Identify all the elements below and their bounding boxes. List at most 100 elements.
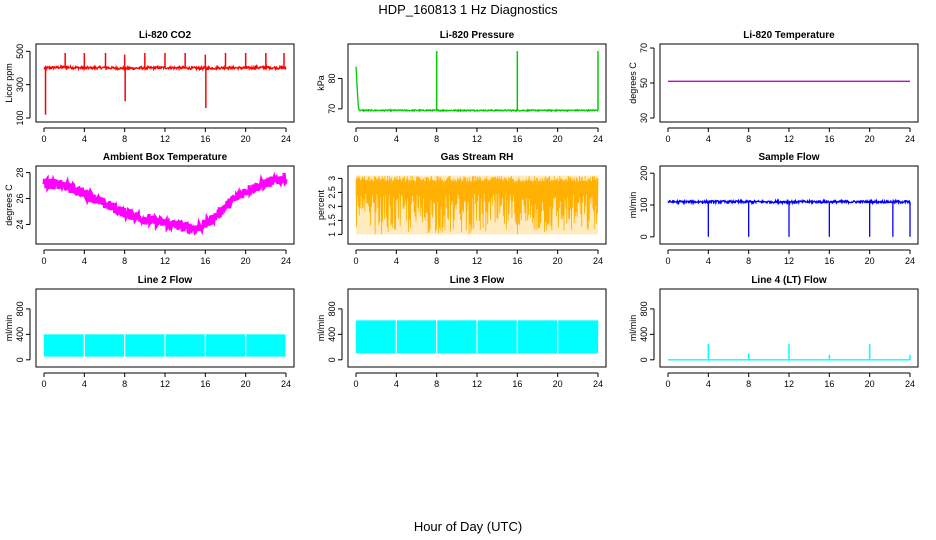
x-tick-label: 20: [241, 379, 251, 389]
x-tick-label: 0: [41, 379, 46, 389]
series-line: [355, 175, 599, 235]
panel-sample_flow: Sample Flow 0 4 8 12 16 20 24 0 100 200 ml/min: [628, 152, 919, 266]
y-tick-label: 80: [327, 73, 337, 83]
x-tick-label: 4: [706, 134, 711, 144]
y-tick-label: 0: [639, 234, 649, 239]
x-tick-label: 0: [353, 134, 358, 144]
y-axis-label: degrees C: [4, 184, 14, 226]
panel-temperature: Li-820 Temperature 0 4 8 12 16 20 24 30 50 70degre…: [628, 30, 919, 144]
x-tick-label: 20: [865, 256, 875, 266]
x-tick-label: 4: [706, 256, 711, 266]
x-tick-label: 12: [784, 134, 794, 144]
panel-title: Line 3 Flow: [450, 275, 505, 286]
x-tick-label: 16: [512, 134, 522, 144]
x-tick-label: 12: [472, 134, 482, 144]
panel-title: Line 4 (LT) Flow: [751, 275, 827, 286]
x-tick-label: 20: [865, 379, 875, 389]
x-tick-label: 12: [784, 256, 794, 266]
y-tick-label: 26: [15, 194, 25, 204]
y-tick-label: 70: [327, 104, 337, 114]
y-tick-label: 0: [327, 357, 337, 362]
x-tick-label: 12: [472, 256, 482, 266]
y-tick-label: 1: [327, 232, 337, 237]
y-tick-label: 24: [15, 219, 25, 229]
figure-title: HDP_160813 1 Hz Diagnostics: [378, 2, 558, 17]
x-tick-label: 4: [394, 256, 399, 266]
x-tick-label: 0: [665, 134, 670, 144]
panel-title: Li-820 Pressure: [440, 30, 515, 41]
x-tick-label: 24: [593, 134, 603, 144]
y-tick-label: 70: [639, 43, 649, 53]
x-tick-label: 16: [512, 379, 522, 389]
y-tick-label: 200: [639, 166, 649, 181]
y-tick-label: 2.5: [327, 186, 337, 199]
y-axis-label: ml/min: [628, 315, 638, 342]
x-tick-label: 16: [200, 379, 210, 389]
y-axis-label: ml/min: [4, 315, 14, 342]
y-tick-label: 500: [15, 44, 25, 59]
x-tick-label: 20: [553, 379, 563, 389]
y-tick-label: 28: [15, 168, 25, 178]
x-tick-label: 12: [160, 256, 170, 266]
x-tick-label: 0: [41, 134, 46, 144]
x-tick-label: 8: [434, 256, 439, 266]
series-line: [355, 66, 598, 113]
x-tick-label: 16: [824, 379, 834, 389]
y-tick-label: 400: [15, 327, 25, 342]
x-tick-label: 8: [434, 379, 439, 389]
x-tick-label: 24: [593, 256, 603, 266]
y-tick-label: 0: [15, 357, 25, 362]
x-tick-label: 4: [82, 134, 87, 144]
x-tick-label: 8: [122, 379, 127, 389]
x-tick-label: 8: [746, 134, 751, 144]
y-tick-label: 800: [15, 301, 25, 316]
x-tick-label: 16: [512, 256, 522, 266]
y-axis-label: ml/min: [628, 192, 638, 219]
panel-title: Sample Flow: [758, 152, 819, 163]
x-tick-label: 20: [865, 134, 875, 144]
x-tick-label: 24: [281, 134, 291, 144]
x-tick-label: 12: [160, 379, 170, 389]
panel-title: Ambient Box Temperature: [103, 152, 228, 163]
x-tick-label: 12: [160, 134, 170, 144]
y-tick-label: 100: [15, 110, 25, 125]
y-tick-label: 1.5: [327, 214, 337, 227]
plot-frame: [347, 288, 607, 368]
y-axis-label: percent: [316, 189, 326, 220]
plot-frame: [659, 288, 919, 368]
x-tick-label: 0: [353, 379, 358, 389]
x-tick-label: 4: [82, 379, 87, 389]
x-tick-label: 16: [824, 256, 834, 266]
x-tick-label: 12: [784, 379, 794, 389]
y-axis-label: kPa: [316, 75, 326, 91]
y-tick-label: 30: [639, 113, 649, 123]
y-tick-label: 400: [639, 327, 649, 342]
y-axis-label: Licor ppm: [4, 63, 14, 103]
y-axis-label: ml/min: [316, 315, 326, 342]
panel-rh: Gas Stream RH 0 4 8 12 16 20 24 1 1.5 2 2.5 3 percent: [316, 152, 607, 266]
x-tick-label: 8: [434, 134, 439, 144]
panel-title: Li-820 CO2: [139, 30, 192, 41]
x-tick-label: 8: [122, 256, 127, 266]
y-tick-label: 50: [639, 78, 649, 88]
y-tick-label: 3: [327, 176, 337, 181]
y-tick-label: 300: [15, 77, 25, 92]
x-tick-label: 24: [281, 379, 291, 389]
x-tick-label: 4: [394, 134, 399, 144]
panel-title: Gas Stream RH: [441, 152, 514, 163]
plot-frame: [659, 165, 919, 245]
y-axis-label: degrees C: [628, 62, 638, 104]
x-tick-label: 24: [905, 256, 915, 266]
x-tick-label: 4: [706, 379, 711, 389]
plot-frame: [35, 43, 295, 123]
x-tick-label: 8: [746, 379, 751, 389]
plot-frame: [35, 165, 295, 245]
x-tick-label: 12: [472, 379, 482, 389]
x-tick-label: 16: [824, 134, 834, 144]
x-tick-label: 4: [394, 379, 399, 389]
series-line: [42, 171, 288, 236]
x-tick-label: 16: [200, 256, 210, 266]
plot-frame: [347, 43, 607, 123]
